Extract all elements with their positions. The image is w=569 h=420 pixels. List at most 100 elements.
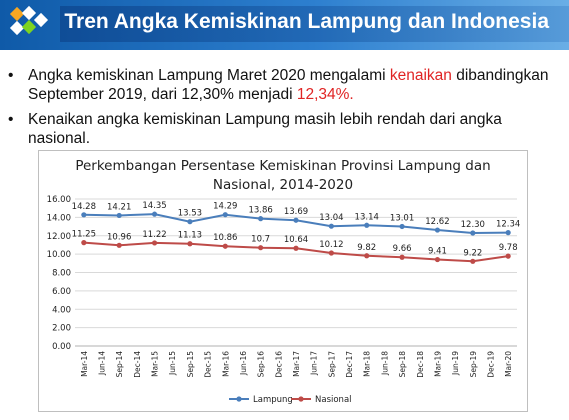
y-tick-label: 14.00 [47, 213, 71, 223]
data-point [328, 223, 334, 229]
x-tick-label: Jun-15 [168, 351, 177, 376]
x-tick-label: Jun-19 [451, 351, 460, 376]
data-label: 13.01 [390, 213, 414, 223]
data-label: 10.7 [251, 235, 270, 245]
y-tick-label: 0.00 [52, 342, 71, 352]
poverty-line-chart: Perkembangan Persentase Kemiskinan Provi… [47, 158, 521, 405]
data-point [470, 230, 476, 236]
data-label: 10.64 [284, 235, 308, 245]
x-tick-label: Dec-19 [486, 351, 495, 378]
data-point [116, 242, 122, 248]
data-point [187, 241, 193, 247]
x-tick-label: Jun-18 [380, 351, 389, 376]
data-point [293, 217, 299, 223]
bullet-1-text-b: dibandingkan September 2019, dari 12,30%… [28, 67, 549, 103]
data-label: 14.21 [107, 202, 131, 212]
data-label: 12.62 [425, 217, 449, 227]
data-label: 13.53 [178, 209, 202, 219]
data-label: 11.25 [72, 230, 96, 240]
x-tick-label: Dec-16 [274, 351, 283, 378]
x-tick-label: Sep-14 [115, 351, 124, 378]
data-label: 12.30 [461, 220, 485, 230]
chart-container: Perkembangan Persentase Kemiskinan Provi… [38, 150, 528, 412]
y-tick-label: 10.00 [47, 250, 71, 260]
data-label: 13.04 [319, 213, 343, 223]
data-label: 10.86 [213, 233, 237, 243]
bps-logo-icon [9, 5, 49, 36]
chart-title-line: Nasional, 2014-2020 [213, 177, 353, 193]
data-point [81, 240, 87, 246]
data-label: 11.22 [142, 230, 166, 240]
y-tick-label: 2.00 [52, 324, 71, 334]
data-label: 12.34 [496, 220, 520, 230]
data-label: 9.22 [463, 248, 482, 258]
chart-title-line: Perkembangan Persentase Kemiskinan Provi… [75, 158, 490, 174]
x-tick-label: Mar-17 [292, 351, 301, 377]
x-tick-label: Sep-18 [398, 351, 407, 378]
bullet-1-highlight-kenaikan: kenaikan [389, 67, 452, 84]
header-banner: Tren Angka Kemiskinan Lampung dan Indone… [0, 0, 569, 50]
data-point [187, 219, 193, 225]
data-point [116, 212, 122, 219]
data-point [222, 212, 228, 218]
data-label: 13.86 [248, 206, 272, 216]
data-point [151, 240, 158, 246]
bullet-1-text-a: Angka kemiskinan Lampung Maret 2020 meng… [28, 67, 390, 84]
x-tick-label: Mar-16 [221, 351, 230, 377]
data-point [470, 258, 476, 264]
data-point [151, 211, 158, 217]
legend-marker [298, 396, 304, 402]
x-tick-label: Dec-18 [416, 351, 425, 378]
x-tick-label: Mar-18 [363, 351, 372, 377]
data-label: 11.13 [178, 231, 202, 241]
data-label: 9.41 [428, 247, 447, 257]
bullet-1-highlight-value: 12,34%. [296, 86, 354, 103]
data-label: 10.12 [319, 240, 343, 250]
x-tick-label: Sep-19 [469, 351, 478, 378]
x-tick-label: Mar-20 [504, 351, 513, 377]
page-title: Tren Angka Kemiskinan Lampung dan Indone… [64, 10, 549, 33]
data-point [434, 256, 441, 263]
data-point [505, 230, 511, 236]
y-tick-label: 8.00 [52, 269, 71, 279]
data-label: 9.82 [357, 243, 376, 253]
x-tick-label: Mar-19 [433, 351, 442, 377]
data-point [81, 212, 87, 218]
data-point [434, 227, 441, 233]
x-tick-label: Dec-17 [345, 351, 354, 378]
x-tick-label: Mar-15 [151, 351, 160, 377]
data-point [399, 223, 405, 230]
data-point [258, 216, 264, 222]
legend-marker [236, 396, 242, 402]
bullet-dot-icon: • [8, 111, 14, 128]
x-tick-label: Jun-17 [310, 351, 319, 376]
data-label: 14.28 [72, 202, 96, 212]
data-label: 13.14 [355, 212, 379, 222]
x-tick-label: Dec-15 [204, 351, 213, 378]
y-tick-label: 16.00 [47, 195, 71, 205]
bullet-2-text: Kenaikan angka kemiskinan Lampung masih … [28, 111, 502, 147]
x-tick-label: Sep-17 [327, 351, 336, 378]
data-label: 13.69 [284, 207, 308, 217]
legend-label: Lampung [253, 395, 293, 405]
x-tick-label: Dec-14 [133, 351, 142, 378]
bullet-item-1: • Angka kemiskinan Lampung Maret 2020 me… [0, 66, 569, 104]
data-point [505, 253, 511, 259]
bullet-dot-icon: • [8, 67, 14, 84]
y-tick-label: 12.00 [47, 232, 71, 242]
y-tick-label: 4.00 [52, 305, 71, 315]
bullet-item-2: • Kenaikan angka kemiskinan Lampung masi… [0, 110, 569, 148]
x-tick-label: Jun-14 [98, 351, 107, 376]
data-label: 10.96 [107, 232, 131, 242]
data-point [364, 253, 370, 259]
data-point [328, 250, 334, 256]
x-tick-label: Sep-15 [186, 351, 195, 378]
data-label: 9.66 [393, 244, 412, 254]
y-tick-label: 6.00 [52, 287, 71, 297]
bullet-list: • Angka kemiskinan Lampung Maret 2020 me… [0, 66, 569, 154]
data-point [364, 222, 370, 228]
data-point [258, 245, 264, 251]
header-band [60, 6, 569, 42]
x-tick-label: Mar-14 [80, 351, 89, 377]
data-point [293, 245, 299, 251]
